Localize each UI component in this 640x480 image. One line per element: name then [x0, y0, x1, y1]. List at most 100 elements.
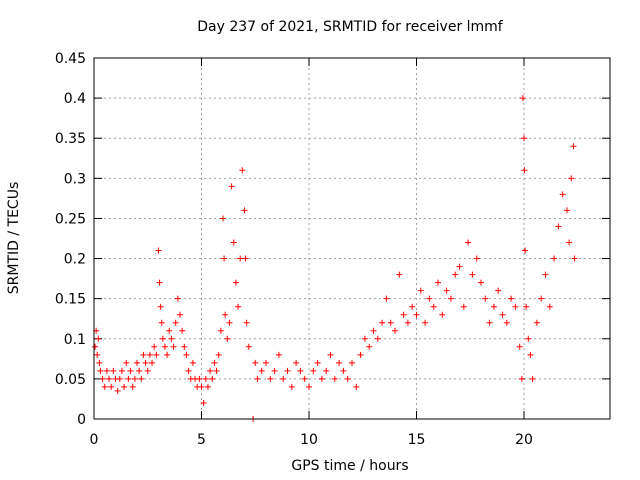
data-point: [392, 327, 398, 334]
data-point: [522, 247, 529, 254]
data-point: [519, 95, 526, 102]
data-point: [118, 367, 125, 374]
data-point: [559, 191, 566, 198]
data-point: [121, 383, 128, 390]
data-point: [521, 135, 527, 142]
data-point: [116, 375, 123, 382]
data-point: [533, 319, 540, 326]
data-point: [232, 279, 239, 286]
data-point: [570, 143, 577, 150]
data-point: [241, 207, 248, 214]
data-point: [245, 343, 252, 350]
data-point: [221, 255, 228, 262]
data-point: [174, 295, 181, 302]
data-point: [542, 271, 549, 278]
y-axis-label: SRMTID / TECUs: [6, 182, 22, 295]
data-point: [159, 335, 166, 342]
data-point: [523, 303, 530, 310]
data-point: [370, 327, 377, 334]
data-point: [374, 335, 381, 342]
data-point: [452, 271, 459, 278]
data-point: [529, 375, 536, 382]
data-point: [138, 375, 145, 382]
data-point: [211, 359, 218, 366]
data-point: [413, 311, 420, 318]
data-point: [336, 359, 343, 366]
data-point: [439, 311, 446, 318]
data-point: [202, 375, 209, 382]
data-point: [366, 343, 373, 350]
data-point: [568, 175, 575, 182]
y-tick-label: 0: [77, 412, 86, 428]
data-point: [170, 343, 177, 350]
y-tick-label: 0.35: [55, 131, 86, 147]
data-point: [275, 351, 282, 358]
data-point: [465, 239, 472, 246]
data-point: [478, 279, 484, 286]
data-point: [103, 367, 110, 374]
data-points: [92, 95, 578, 422]
data-point: [456, 263, 463, 270]
data-point: [99, 375, 106, 382]
data-point: [297, 367, 304, 374]
data-point: [204, 383, 211, 390]
data-point: [525, 335, 532, 342]
data-point: [230, 239, 237, 246]
y-tick-label: 0.05: [55, 372, 86, 388]
data-point: [94, 351, 101, 358]
data-point: [200, 399, 207, 406]
y-tick-label: 0.4: [64, 91, 86, 107]
data-point: [258, 367, 265, 374]
y-tick-label: 0.1: [64, 332, 86, 348]
data-point: [417, 287, 424, 294]
data-point: [387, 319, 394, 326]
plot-frame: [93, 57, 611, 420]
data-point: [92, 343, 99, 350]
data-point: [217, 327, 224, 334]
data-point: [323, 367, 330, 374]
data-point: [546, 303, 553, 310]
data-point: [349, 359, 355, 366]
data-point: [114, 387, 121, 394]
x-tick-label: 10: [300, 432, 318, 448]
data-point: [153, 351, 160, 358]
data-point: [503, 319, 510, 326]
data-point: [156, 279, 163, 286]
data-point: [207, 367, 214, 374]
chart-title: Day 237 of 2021, SRMTID for receiver lmm…: [197, 19, 504, 35]
x-tick-label: 0: [90, 432, 99, 448]
data-point: [271, 367, 278, 374]
data-point: [301, 375, 308, 382]
data-point: [310, 367, 317, 374]
data-point: [460, 303, 467, 310]
data-point: [146, 351, 153, 358]
data-point: [213, 367, 220, 374]
data-point: [131, 375, 138, 382]
y-tick-label: 0.3: [64, 171, 86, 187]
data-point: [469, 271, 476, 278]
data-point: [482, 295, 489, 302]
data-point: [331, 375, 338, 382]
x-tick-label: 5: [197, 432, 206, 448]
data-point: [158, 319, 165, 326]
data-point: [189, 359, 196, 366]
y-tick-label: 0.45: [55, 51, 86, 67]
data-point: [228, 183, 235, 190]
data-point: [220, 215, 226, 222]
data-point: [404, 319, 411, 326]
data-point: [508, 295, 515, 302]
data-point: [161, 343, 168, 350]
data-point: [108, 383, 115, 390]
data-point: [149, 359, 156, 366]
data-point: [164, 351, 171, 358]
data-point: [564, 207, 570, 214]
data-point: [239, 167, 246, 174]
data-point: [209, 375, 216, 382]
data-point: [198, 383, 205, 390]
data-point: [495, 287, 502, 294]
data-point: [284, 367, 291, 374]
data-point: [155, 247, 162, 254]
data-point: [306, 383, 312, 390]
data-point: [106, 375, 113, 382]
data-point: [409, 303, 416, 310]
